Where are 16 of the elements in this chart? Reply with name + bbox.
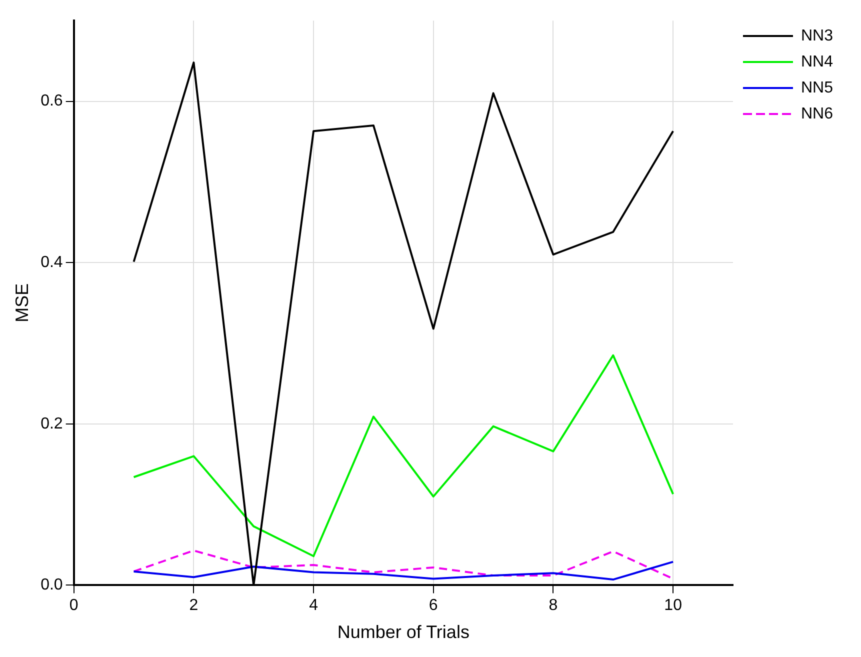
- y-tick-label: 0.2: [40, 415, 63, 432]
- y-tick-label: 0.0: [40, 576, 63, 594]
- legend-label: NN5: [800, 79, 834, 96]
- y-axis-title: MSE: [12, 283, 32, 322]
- legend-label: NN3: [800, 27, 834, 44]
- x-tick-label: 4: [309, 597, 318, 614]
- x-tick-label: 6: [428, 597, 438, 614]
- x-axis-title: Number of Trials: [337, 622, 470, 642]
- x-tick-label: 8: [548, 597, 558, 614]
- y-tick-label: 0.4: [40, 254, 63, 271]
- legend-label: NN4: [800, 53, 834, 70]
- y-tick-label: 0.6: [40, 92, 63, 110]
- x-tick-label: 2: [189, 597, 198, 614]
- x-tick-label: 0: [69, 597, 78, 614]
- legend-label: NN6: [800, 105, 834, 122]
- x-tick-label: 10: [664, 597, 682, 614]
